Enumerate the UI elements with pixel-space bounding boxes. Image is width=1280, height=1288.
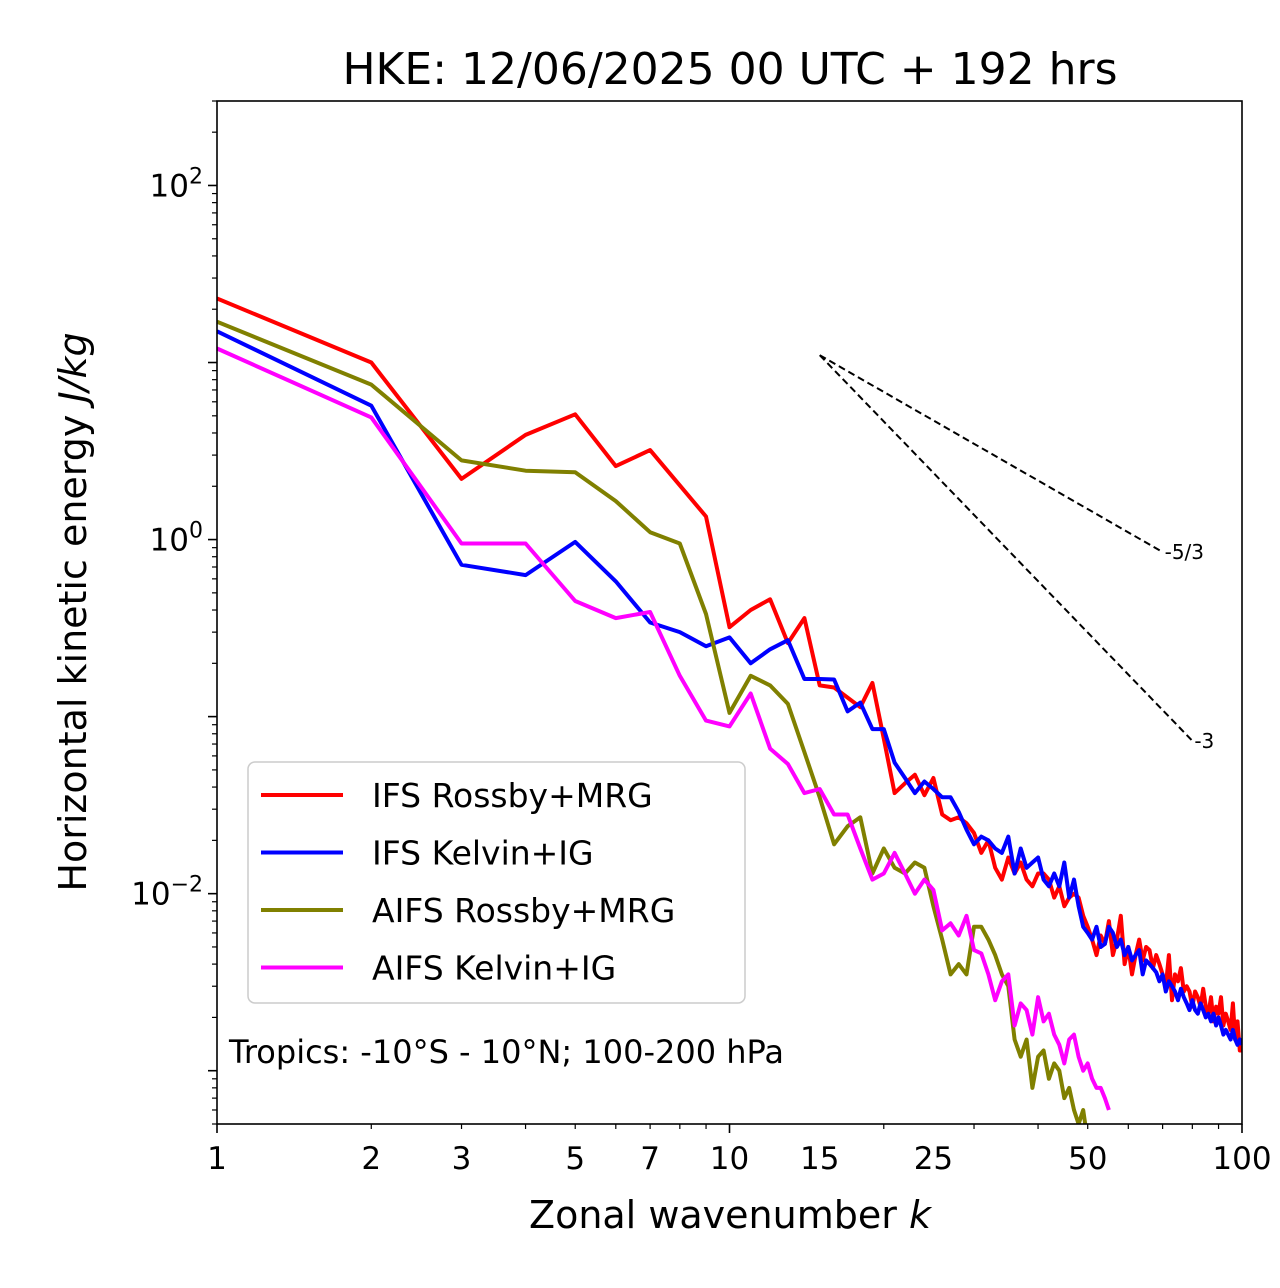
legend: IFS Rossby+MRG IFS Kelvin+IG AIFS Rossby+M… [247,761,746,1004]
plot-frame [216,100,1243,1125]
series-line-3 [217,319,1088,1124]
chart-title: HKE: 12/06/2025 00 UTC + 192 hrs [342,44,1117,95]
x-tick-label: 25 [914,1141,953,1177]
legend-label: AIFS Kelvin+IG [372,949,616,988]
y-tick-label: 102 [150,164,203,204]
series-line-2 [217,329,1242,1047]
x-tick-label: 2 [361,1141,381,1177]
x-tick-label: 50 [1068,1141,1107,1177]
series-lines [217,296,1242,1124]
reference-slopes: -5/3 -3 [819,354,1214,753]
x-tick-labels: 1 2 3 5 7 10 15 25 50 100 [207,1141,1271,1177]
x-tick-label: 10 [710,1141,749,1177]
x-tick-label: 100 [1212,1141,1271,1177]
legend-label: IFS Rossby+MRG [372,776,653,815]
x-tick-label: 3 [452,1141,472,1177]
reference-label-1: -5/3 [1165,540,1204,564]
x-tick-label: 7 [640,1141,660,1177]
y-tick-label: 100 [150,519,203,559]
x-tick-label: 5 [565,1141,585,1177]
reference-label-2: -3 [1194,729,1214,753]
reference-line-2 [819,354,1194,742]
major-ticks [208,184,1243,1133]
x-tick-label: 15 [800,1141,839,1177]
region-annotation: Tropics: -10°S - 10°N; 100-200 hPa [228,1033,784,1071]
x-tick-label: 1 [207,1141,227,1177]
minor-ticks [212,100,1220,1129]
y-axis-label: Horizontal kinetic energy J/kg [51,332,95,891]
x-axis-label: Zonal wavenumber k [529,1193,933,1237]
series-line-4 [217,346,1111,1111]
legend-label: AIFS Rossby+MRG [372,891,675,930]
y-tick-labels: 10−2 100 102 [131,164,203,912]
y-tick-label: 10−2 [131,873,203,913]
legend-box [247,761,746,1004]
legend-label: IFS Kelvin+IG [372,834,594,873]
